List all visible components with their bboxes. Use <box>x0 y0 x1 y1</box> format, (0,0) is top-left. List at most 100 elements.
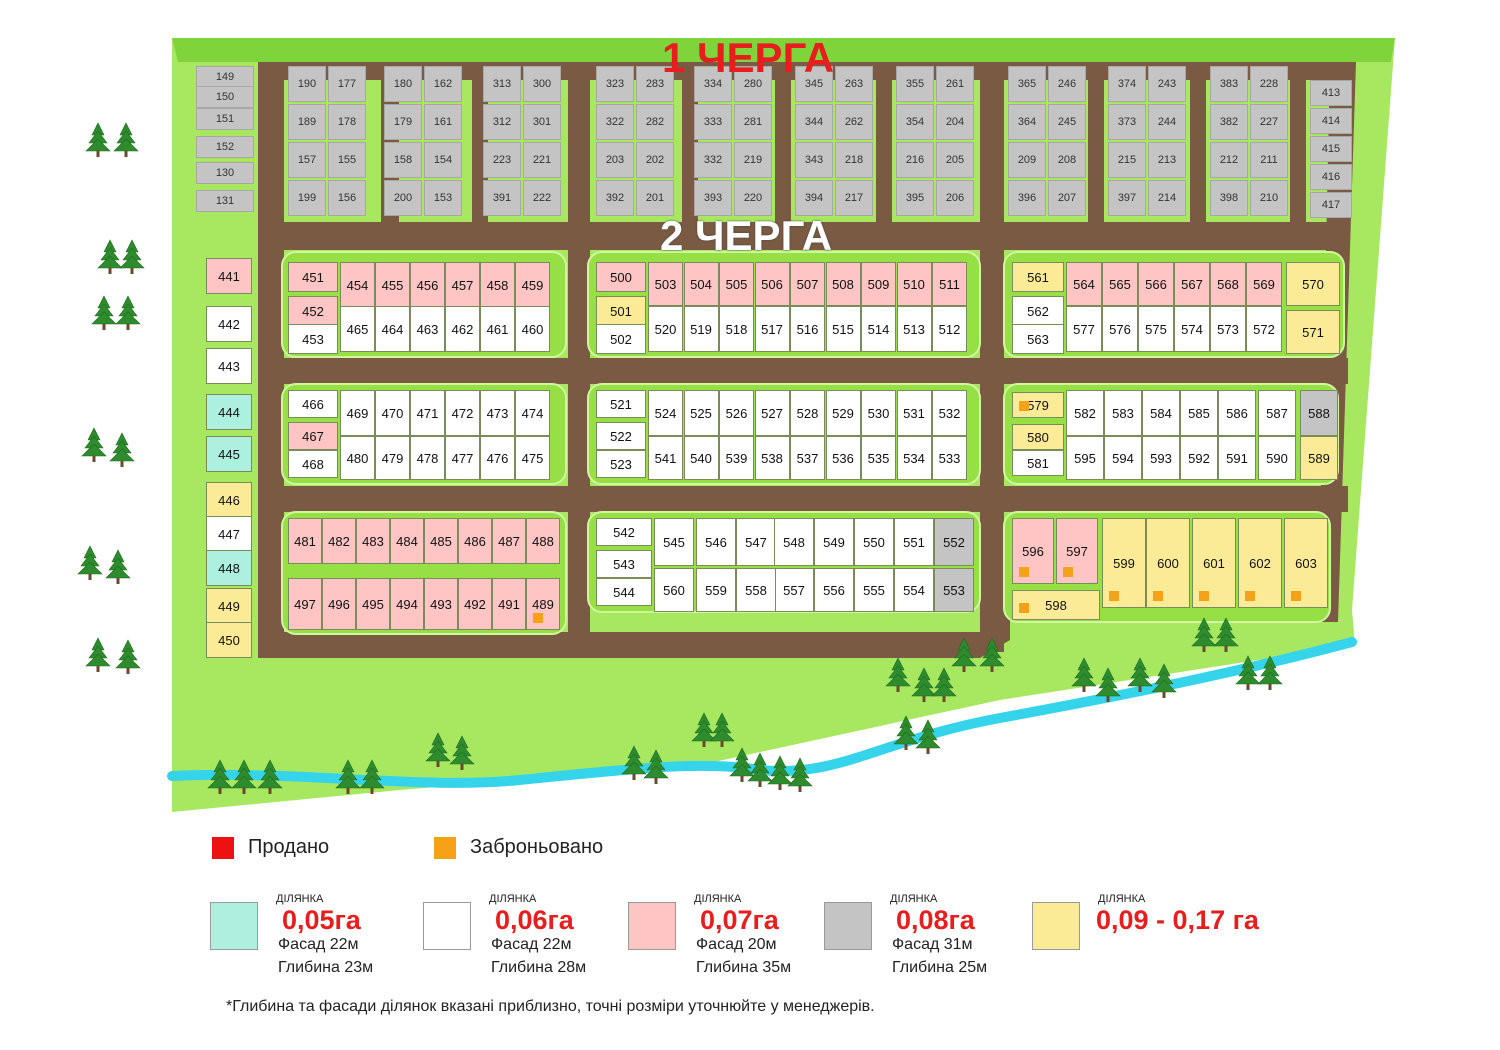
lot-519[interactable]: 519 <box>683 306 719 352</box>
lot-591[interactable]: 591 <box>1218 436 1256 480</box>
lot-526[interactable]: 526 <box>719 390 754 436</box>
lot-488[interactable]: 488 <box>526 518 560 564</box>
lot-518[interactable]: 518 <box>719 306 754 352</box>
lot-215[interactable]: 215 <box>1108 142 1146 178</box>
lot-393[interactable]: 393 <box>694 180 732 216</box>
lot-450[interactable]: 450 <box>206 622 252 658</box>
lot-511[interactable]: 511 <box>932 262 967 306</box>
lot-151[interactable]: 151 <box>196 108 254 130</box>
lot-481[interactable]: 481 <box>288 518 322 564</box>
lot-496[interactable]: 496 <box>322 578 356 630</box>
lot-414[interactable]: 414 <box>1310 108 1352 134</box>
lot-149[interactable]: 149 <box>196 66 254 88</box>
lot-355[interactable]: 355 <box>896 66 934 102</box>
lot-449[interactable]: 449 <box>206 588 252 624</box>
lot-154[interactable]: 154 <box>424 142 462 178</box>
lot-527[interactable]: 527 <box>754 390 790 436</box>
lot-555[interactable]: 555 <box>854 568 894 612</box>
lot-583[interactable]: 583 <box>1104 390 1142 436</box>
lot-300[interactable]: 300 <box>523 66 561 102</box>
lot-178[interactable]: 178 <box>328 104 366 140</box>
lot-444[interactable]: 444 <box>206 394 252 430</box>
lot-516[interactable]: 516 <box>790 306 825 352</box>
lot-152[interactable]: 152 <box>196 136 254 158</box>
lot-460[interactable]: 460 <box>515 306 550 352</box>
lot-332[interactable]: 332 <box>694 142 732 178</box>
lot-589[interactable]: 589 <box>1300 436 1338 480</box>
lot-493[interactable]: 493 <box>424 578 458 630</box>
lot-443[interactable]: 443 <box>206 348 252 384</box>
lot-281[interactable]: 281 <box>734 104 772 140</box>
lot-189[interactable]: 189 <box>288 104 326 140</box>
lot-569[interactable]: 569 <box>1246 262 1282 306</box>
lot-546[interactable]: 546 <box>696 518 736 566</box>
lot-243[interactable]: 243 <box>1148 66 1186 102</box>
lot-222[interactable]: 222 <box>523 180 561 216</box>
lot-514[interactable]: 514 <box>861 306 896 352</box>
lot-301[interactable]: 301 <box>523 104 561 140</box>
lot-592[interactable]: 592 <box>1180 436 1218 480</box>
lot-521[interactable]: 521 <box>596 390 646 418</box>
lot-130[interactable]: 130 <box>196 162 254 184</box>
lot-228[interactable]: 228 <box>1250 66 1288 102</box>
lot-204[interactable]: 204 <box>936 104 974 140</box>
lot-213[interactable]: 213 <box>1148 142 1186 178</box>
lot-525[interactable]: 525 <box>683 390 719 436</box>
lot-397[interactable]: 397 <box>1108 180 1146 216</box>
lot-214[interactable]: 214 <box>1148 180 1186 216</box>
lot-537[interactable]: 537 <box>790 436 825 480</box>
lot-475[interactable]: 475 <box>515 436 550 480</box>
lot-495[interactable]: 495 <box>356 578 390 630</box>
lot-550[interactable]: 550 <box>854 518 894 566</box>
lot-541[interactable]: 541 <box>648 436 683 480</box>
lot-210[interactable]: 210 <box>1250 180 1288 216</box>
lot-580[interactable]: 580 <box>1012 424 1064 450</box>
lot-548[interactable]: 548 <box>774 518 814 566</box>
lot-574[interactable]: 574 <box>1174 306 1210 352</box>
lot-595[interactable]: 595 <box>1066 436 1104 480</box>
lot-131[interactable]: 131 <box>196 190 254 212</box>
lot-395[interactable]: 395 <box>896 180 934 216</box>
lot-497[interactable]: 497 <box>288 578 322 630</box>
lot-600[interactable]: 600 <box>1146 518 1190 608</box>
lot-446[interactable]: 446 <box>206 482 252 518</box>
lot-452[interactable]: 452 <box>288 296 338 326</box>
lot-549[interactable]: 549 <box>814 518 854 566</box>
lot-531[interactable]: 531 <box>896 390 932 436</box>
lot-470[interactable]: 470 <box>375 390 410 436</box>
lot-394[interactable]: 394 <box>795 180 833 216</box>
lot-457[interactable]: 457 <box>445 262 480 308</box>
lot-540[interactable]: 540 <box>683 436 719 480</box>
lot-533[interactable]: 533 <box>932 436 967 480</box>
lot-155[interactable]: 155 <box>328 142 366 178</box>
lot-503[interactable]: 503 <box>648 262 683 306</box>
lot-506[interactable]: 506 <box>754 262 790 306</box>
lot-593[interactable]: 593 <box>1142 436 1180 480</box>
lot-161[interactable]: 161 <box>424 104 462 140</box>
lot-392[interactable]: 392 <box>596 180 634 216</box>
lot-576[interactable]: 576 <box>1102 306 1138 352</box>
lot-463[interactable]: 463 <box>410 306 445 352</box>
lot-530[interactable]: 530 <box>861 390 896 436</box>
lot-190[interactable]: 190 <box>288 66 326 102</box>
lot-177[interactable]: 177 <box>328 66 366 102</box>
lot-529[interactable]: 529 <box>825 390 861 436</box>
lot-466[interactable]: 466 <box>288 390 338 418</box>
lot-596[interactable]: 596 <box>1012 518 1054 584</box>
lot-523[interactable]: 523 <box>596 450 646 478</box>
lot-263[interactable]: 263 <box>835 66 873 102</box>
lot-539[interactable]: 539 <box>719 436 754 480</box>
lot-209[interactable]: 209 <box>1008 142 1046 178</box>
lot-467[interactable]: 467 <box>288 422 338 450</box>
lot-597[interactable]: 597 <box>1056 518 1098 584</box>
lot-205[interactable]: 205 <box>936 142 974 178</box>
lot-416[interactable]: 416 <box>1310 164 1352 190</box>
lot-441[interactable]: 441 <box>206 258 252 294</box>
lot-544[interactable]: 544 <box>596 578 652 606</box>
lot-200[interactable]: 200 <box>384 180 422 216</box>
lot-203[interactable]: 203 <box>596 142 634 178</box>
lot-227[interactable]: 227 <box>1250 104 1288 140</box>
lot-206[interactable]: 206 <box>936 180 974 216</box>
lot-534[interactable]: 534 <box>896 436 932 480</box>
lot-245[interactable]: 245 <box>1048 104 1086 140</box>
